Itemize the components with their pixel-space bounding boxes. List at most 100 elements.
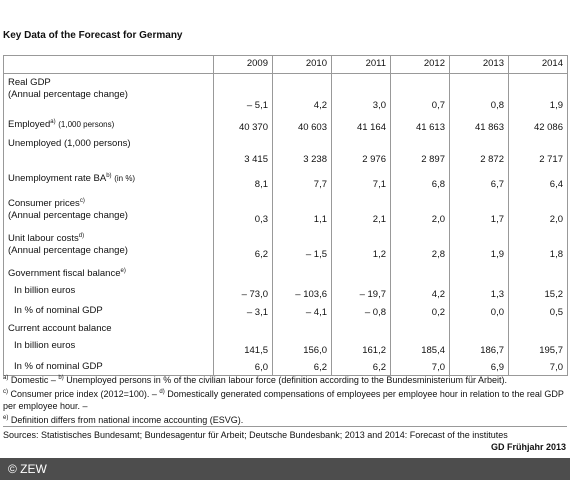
corner: [3, 55, 214, 74]
footnote-text: Consumer price index (2012=100). –: [10, 389, 160, 399]
cell-value: 2 717: [508, 134, 568, 167]
cell-value: 6,7: [449, 166, 509, 192]
cell-value: – 0,8: [331, 301, 391, 320]
empty-cell: [449, 261, 509, 282]
cell-value: – 73,0: [213, 281, 273, 302]
subrow-label: In % of nominal GDP: [3, 301, 214, 320]
footnote-mark: d): [159, 389, 165, 395]
cell-value: 3 415: [213, 134, 273, 167]
footnote-mark: a): [3, 375, 9, 381]
table-row: Employeda) (1,000 persons) 40 370 40 603 41…: [3, 112, 568, 135]
copyright: © ZEW: [8, 462, 47, 476]
cell-value: 0,2: [390, 301, 450, 320]
table-row: Government fiscal balancee): [3, 261, 568, 282]
source: Sources: Statistisches Bundesamt; Bundes…: [3, 430, 508, 440]
label-line: Employeda) (1,000 persons): [8, 116, 209, 131]
cell-value: 41 613: [390, 112, 450, 135]
cell-value: 2 976: [331, 134, 391, 167]
label-text: Unemployment rate BA: [8, 172, 107, 184]
cell-value: 1,9: [449, 226, 509, 262]
label-line: (Annual percentage change): [8, 210, 209, 222]
cell-value: 0,3: [213, 191, 273, 227]
cell-value: 15,2: [508, 281, 568, 302]
footnote-mark: b): [106, 172, 112, 179]
cell-value: 1,2: [331, 226, 391, 262]
label-suffix: (1,000 persons): [58, 119, 115, 129]
cell-value: 7,7: [272, 166, 332, 192]
label-text: (Annual percentage change): [8, 89, 128, 100]
empty-cell: [449, 319, 509, 337]
row-label: Current account balance: [3, 319, 214, 337]
cell-value: 6,0: [213, 357, 273, 376]
label-suffix: (in %): [114, 173, 136, 183]
label-line: Unit labour costsd): [8, 230, 209, 245]
cell-value: 1,8: [508, 226, 568, 262]
cell-value: 1,9: [508, 73, 568, 113]
cell-value: 141,5: [213, 336, 273, 358]
empty-cell: [213, 261, 273, 282]
cell-value: 161,2: [331, 336, 391, 358]
cell-value: 0,8: [449, 73, 509, 113]
cell-value: – 4,1: [272, 301, 332, 320]
column-header: 2012: [390, 55, 450, 74]
cell-value: 7,0: [390, 357, 450, 376]
empty-cell: [272, 319, 332, 337]
cell-value: 2,0: [390, 191, 450, 227]
empty-cell: [331, 319, 391, 337]
cell-value: – 19,7: [331, 281, 391, 302]
cell-value: 6,9: [449, 357, 509, 376]
table-row: Unemployment rate BAb) (in %) 8,1 7,7 7,1 6,…: [3, 166, 568, 192]
footnote: e) Definition differs from national inco…: [3, 415, 243, 425]
cell-value: – 103,6: [272, 281, 332, 302]
empty-cell: [390, 319, 450, 337]
row-label: Employeda) (1,000 persons): [3, 112, 214, 135]
label-line: Unemployment rate BAb) (in %): [8, 170, 209, 185]
label-text: Employed: [8, 118, 51, 130]
cell-value: 3,0: [331, 73, 391, 113]
cell-value: 8,1: [213, 166, 273, 192]
subrow-label: In billion euros: [3, 336, 214, 358]
label-text: Unemployed (1,000 persons): [8, 137, 131, 149]
footnote: d) Domestically generated compensations …: [3, 389, 564, 411]
label-line: (Annual percentage change): [8, 89, 209, 101]
label-text: (Annual percentage change): [8, 244, 128, 256]
cell-value: 1,3: [449, 281, 509, 302]
label-line: Real GDP: [8, 77, 209, 89]
cell-value: 2 872: [449, 134, 509, 167]
cell-value: 7,0: [508, 357, 568, 376]
rule: [3, 426, 567, 427]
cell-value: 40 370: [213, 112, 273, 135]
cell-value: 185,4: [390, 336, 450, 358]
edition: GD Frühjahr 2013: [490, 442, 566, 452]
footnote-mark: d): [78, 232, 85, 239]
cell-value: 41 164: [331, 112, 391, 135]
footnote-mark: c): [79, 197, 85, 204]
footnote-text: Domestically generated compensations of …: [3, 389, 564, 411]
empty-cell: [508, 319, 568, 337]
cell-value: 6,2: [331, 357, 391, 376]
column-header: 2010: [272, 55, 332, 74]
label-text: Unit labour costs: [8, 232, 79, 244]
label-line: Consumer pricesc): [8, 195, 209, 210]
table-subrow: In % of nominal GDP 6,0 6,2 6,2 7,0 6,9 7,0: [3, 357, 568, 376]
table-row: Unemployed (1,000 persons) 3 415 3 238 2 97…: [3, 134, 568, 167]
label-line: (Annual percentage change): [8, 245, 209, 257]
footnote: b) Unemployed persons in % of the civili…: [58, 375, 507, 385]
footnote: a) Domestic –: [3, 375, 58, 385]
title: Key Data of the Forecast for Germany: [3, 30, 183, 41]
table-row: Current account balance: [3, 319, 568, 337]
table-row: Consumer pricesc) (Annual percentage chan…: [3, 191, 568, 227]
cell-value: 40 603: [272, 112, 332, 135]
cell-value: 6,4: [508, 166, 568, 192]
cell-value: 0,7: [390, 73, 450, 113]
cell-value: 4,2: [272, 73, 332, 113]
cell-value: 2,8: [390, 226, 450, 262]
table-row: Real GDP (Annual percentage change) – 5,1 4…: [3, 73, 568, 113]
column-header: 2009: [213, 55, 273, 74]
cell-value: – 5,1: [213, 73, 273, 113]
footnotes: a) Domestic – b) Unemployed persons in %…: [3, 372, 565, 426]
cell-value: 42 086: [508, 112, 568, 135]
row-label: Real GDP (Annual percentage change): [3, 73, 214, 113]
label-text: Current account balance: [8, 322, 112, 334]
